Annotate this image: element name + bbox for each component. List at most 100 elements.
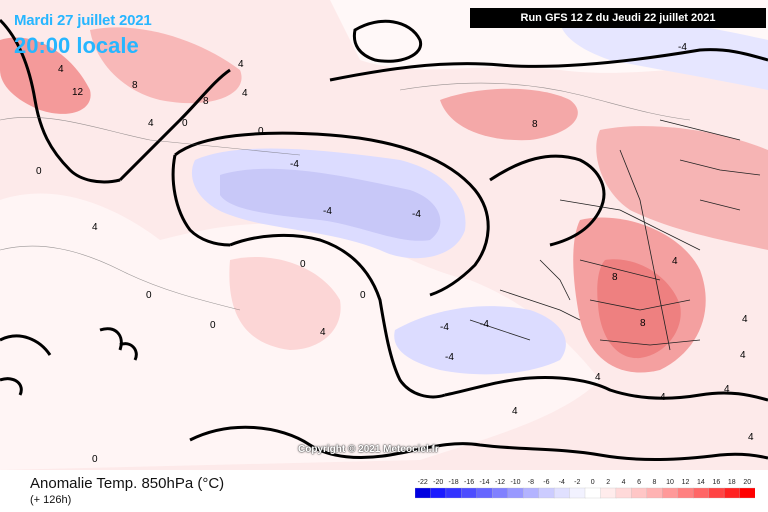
legend-tick-label: -16 (464, 479, 474, 486)
legend-tick-label: -4 (559, 479, 565, 486)
cold-anomaly-europe (394, 306, 566, 375)
warm-anomaly-eastern-core (597, 259, 681, 359)
legend-swatch (739, 487, 755, 499)
legend-swatch (415, 487, 432, 499)
contour-label: 4 (512, 406, 518, 417)
legend-swatch (430, 487, 447, 499)
legend-swatch (631, 487, 648, 499)
contour-label: 0 (258, 126, 264, 137)
contour-label: 4 (660, 392, 666, 403)
copyright-notice: Copyright © 2021 Meteociel.fr (298, 444, 439, 455)
contour-label: 4 (595, 372, 601, 383)
lead-time: (+ 126h) (30, 494, 72, 506)
contour-label: 4 (148, 118, 154, 129)
legend-swatch (538, 487, 555, 499)
legend-tick-label: 0 (591, 479, 595, 486)
contour-label: 8 (612, 272, 618, 283)
contour-labels: 4 12 8 4 4 8 4 0 4 -4 -4 -4 0 0 0 -4 4 8… (36, 42, 754, 465)
legend-swatch (677, 487, 694, 499)
legend-tick-label: -6 (543, 479, 549, 486)
legend-swatch (476, 487, 493, 499)
legend-swatch (492, 487, 509, 499)
border-2 (469, 259, 581, 341)
contour-label: 4 (238, 59, 244, 70)
legend-tick-label: -12 (495, 479, 505, 486)
border-3 (659, 119, 761, 211)
contour-label: 0 (146, 290, 152, 301)
warm-anomaly-russia (596, 126, 768, 250)
legend-tick-label: -8 (528, 479, 534, 486)
legend-swatch (615, 487, 633, 499)
contour-label: 0 (300, 259, 306, 270)
contour-label: -4 (678, 42, 687, 53)
legend-tick-label: -10 (510, 479, 520, 486)
legend-tick-label: -18 (449, 479, 459, 486)
model-run-banner: Run GFS 12 Z du Jeudi 22 juillet 2021 (470, 8, 766, 28)
legend-tick-label: 12 (682, 479, 690, 486)
contour-label: 0 (210, 320, 216, 331)
border-1 (559, 149, 701, 351)
coast-europe-north (489, 154, 606, 247)
valid-date: Mardi 27 juillet 2021 (14, 12, 152, 29)
contour-label: 12 (72, 87, 84, 98)
contour-label: 8 (203, 96, 209, 107)
warm-anomaly-atlantic-mid (229, 256, 341, 350)
contours (0, 82, 691, 311)
legend-swatch (461, 487, 478, 499)
contour-label: 8 (640, 318, 646, 329)
contour-label: -4 (480, 319, 489, 330)
contour-label: 8 (532, 119, 538, 130)
legend-swatch (693, 487, 710, 499)
contour-label: 4 (672, 256, 678, 267)
legend-tick-label: 14 (697, 479, 705, 486)
cold-anomaly-northeast (560, 16, 768, 90)
legend-tick-label: 2 (606, 479, 610, 486)
contour-label: 4 (724, 384, 730, 395)
contour-label: -4 (440, 322, 449, 333)
legend-tick-label: -22 (418, 479, 428, 486)
legend-swatch (445, 487, 463, 499)
contour-label: -4 (323, 206, 332, 217)
contour-1 (0, 117, 301, 156)
warm-anomaly-scandinavia (440, 88, 578, 141)
coast-greenland-west (0, 18, 121, 184)
cold-anomaly-core (220, 168, 441, 241)
contour-label: 4 (748, 432, 754, 443)
temperature-anomaly-map: 4 12 8 4 4 8 4 0 4 -4 -4 -4 0 0 0 -4 4 8… (0, 0, 768, 470)
contour-label: -4 (445, 352, 454, 363)
field-title: Anomalie Temp. 850hPa (°C) (30, 475, 225, 492)
contour-label: 0 (36, 166, 42, 177)
contour-label: 0 (92, 454, 98, 465)
coast-atlantic-arc (174, 131, 490, 297)
coast-arctic-band (329, 48, 768, 82)
coast-greenland-east (118, 68, 231, 182)
contour-label: 4 (742, 314, 748, 325)
color-legend: -22 -20 -18 -16 -14 -12 -10 -8 -6 -4 -2 0 2 4 6 8 10 12 14… (415, 479, 755, 499)
legend-tick-label: -2 (574, 479, 580, 486)
contour-label: 4 (740, 350, 746, 361)
legend-swatch (662, 487, 679, 499)
contour-label: 4 (92, 222, 98, 233)
legend-tick-label: 6 (637, 479, 641, 486)
coast-europe-south (444, 376, 768, 402)
legend-tick-label: 10 (666, 479, 674, 486)
coastlines (0, 18, 768, 462)
legend-tick-label: 16 (713, 479, 721, 486)
coast-atlantic-west (171, 154, 231, 247)
coast-iceland (352, 19, 423, 63)
legend-swatch (723, 487, 741, 499)
contour-3 (0, 245, 241, 311)
legend-tick-label: 4 (622, 479, 626, 486)
legend-tick-label: 18 (728, 479, 736, 486)
contour-label: 4 (242, 88, 248, 99)
legend-swatch (584, 487, 602, 499)
contour-label: 4 (320, 327, 326, 338)
legend-swatch (507, 487, 524, 499)
coast-north-america (229, 233, 446, 399)
coast-west-islands (0, 327, 138, 396)
legend-swatch (600, 487, 617, 499)
valid-time: 20:00 locale (14, 33, 139, 58)
contour-label: 0 (360, 290, 366, 301)
warm-anomaly-greenland-light (90, 27, 242, 104)
contour-label: 4 (58, 64, 64, 75)
